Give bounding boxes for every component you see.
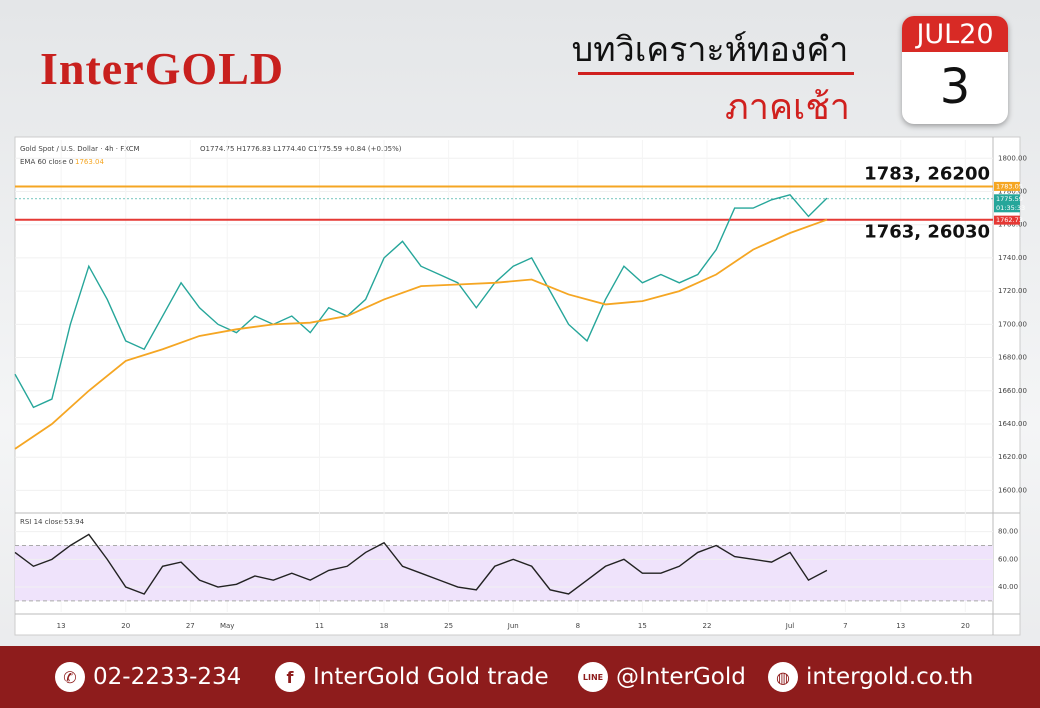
x-tick-label: 7 — [843, 622, 847, 630]
x-tick-label: 18 — [380, 622, 389, 630]
facebook: f InterGold Gold trade — [275, 662, 549, 692]
phone-text: 02-2233-234 — [93, 664, 242, 690]
y-tick-label: 1640.00 — [998, 420, 1027, 428]
y-tick-label: 1800.00 — [998, 154, 1027, 162]
x-tick-label: 13 — [896, 622, 905, 630]
x-tick-label: Jun — [507, 622, 519, 630]
y-tick-label: 40.00 — [998, 583, 1018, 591]
y-tick-label: 1620.00 — [998, 453, 1027, 461]
title-underline — [578, 72, 854, 75]
line-icon: LINE — [578, 662, 608, 692]
x-tick-label: 11 — [315, 622, 324, 630]
y-tick-label: 1680.00 — [998, 354, 1027, 362]
facebook-text: InterGold Gold trade — [313, 664, 549, 690]
rsi-value: 53.94 — [64, 518, 85, 526]
x-tick-label: 15 — [638, 622, 647, 630]
website-text: intergold.co.th — [806, 664, 974, 690]
countdown: 01:35:33 — [996, 204, 1025, 212]
level-label: 1763, 26030 — [864, 222, 990, 243]
y-tick-label: 1720.00 — [998, 287, 1027, 295]
x-tick-label: 20 — [961, 622, 970, 630]
x-tick-label: Jul — [785, 622, 795, 630]
x-tick-label: 22 — [703, 622, 712, 630]
series-line — [14, 194, 828, 409]
x-tick-label: May — [220, 622, 234, 630]
title: บทวิเคราะห์ทองคำ — [571, 30, 849, 70]
y-tick-label: 1760.00 — [998, 221, 1027, 229]
subtitle: ภาคเช้า — [725, 87, 850, 128]
y-tick-label: 80.00 — [998, 528, 1018, 536]
facebook-icon: f — [275, 662, 305, 692]
price-tag-label: 1775.59 — [996, 195, 1023, 203]
indicator-line — [14, 218, 828, 450]
quote: O1774.75 H1776.83 L1774.40 C1775.59 +0.8… — [200, 145, 402, 153]
ema-value: 1763.04 — [75, 158, 104, 166]
line: LINE @InterGold — [578, 662, 746, 692]
website: ◍ intergold.co.th — [768, 662, 973, 692]
calendar-month: JUL20 — [902, 16, 1008, 52]
chart-title: Gold Spot / U.S. Dollar · 4h · FXCM — [20, 145, 140, 153]
chart: Gold Spot / U.S. Dollar · 4h · FXCM O177… — [14, 136, 1027, 636]
calendar: JUL20 3 — [902, 16, 1008, 124]
ema-legend: EMA 60 close 0 — [20, 158, 73, 166]
price-tag — [994, 215, 1020, 225]
x-tick-label: 25 — [444, 622, 453, 630]
series-line — [14, 533, 828, 595]
price-tag-label: 1783.05 — [996, 182, 1023, 190]
y-tick-label: 1700.00 — [998, 320, 1027, 328]
y-tick-label: 1600.00 — [998, 486, 1027, 494]
phone: ✆ 02-2233-234 — [55, 662, 241, 692]
y-tick-label: 1780.00 — [998, 187, 1027, 195]
footer: ✆ 02-2233-234 f InterGold Gold trade LINE @… — [0, 646, 1040, 708]
y-tick-label: 1660.00 — [998, 387, 1027, 395]
brand: InterGOLD — [40, 43, 285, 94]
x-tick-label: 13 — [57, 622, 66, 630]
level-label: 1783, 26200 — [864, 164, 990, 185]
phone-icon: ✆ — [55, 662, 85, 692]
price-tag-label: 1762.73 — [996, 216, 1023, 224]
price-tag — [994, 194, 1020, 213]
y-tick-label: 1740.00 — [998, 254, 1027, 262]
x-tick-label: 20 — [121, 622, 130, 630]
line-text: @InterGold — [616, 664, 746, 690]
x-tick-label: 8 — [576, 622, 580, 630]
web-icon: ◍ — [768, 662, 798, 692]
rsi-title: RSI 14 close — [20, 518, 63, 526]
x-tick-label: 27 — [186, 622, 195, 630]
price-tag — [994, 181, 1020, 191]
rsi-band — [15, 545, 993, 601]
y-tick-label: 60.00 — [998, 555, 1018, 563]
calendar-day: 3 — [939, 59, 971, 115]
